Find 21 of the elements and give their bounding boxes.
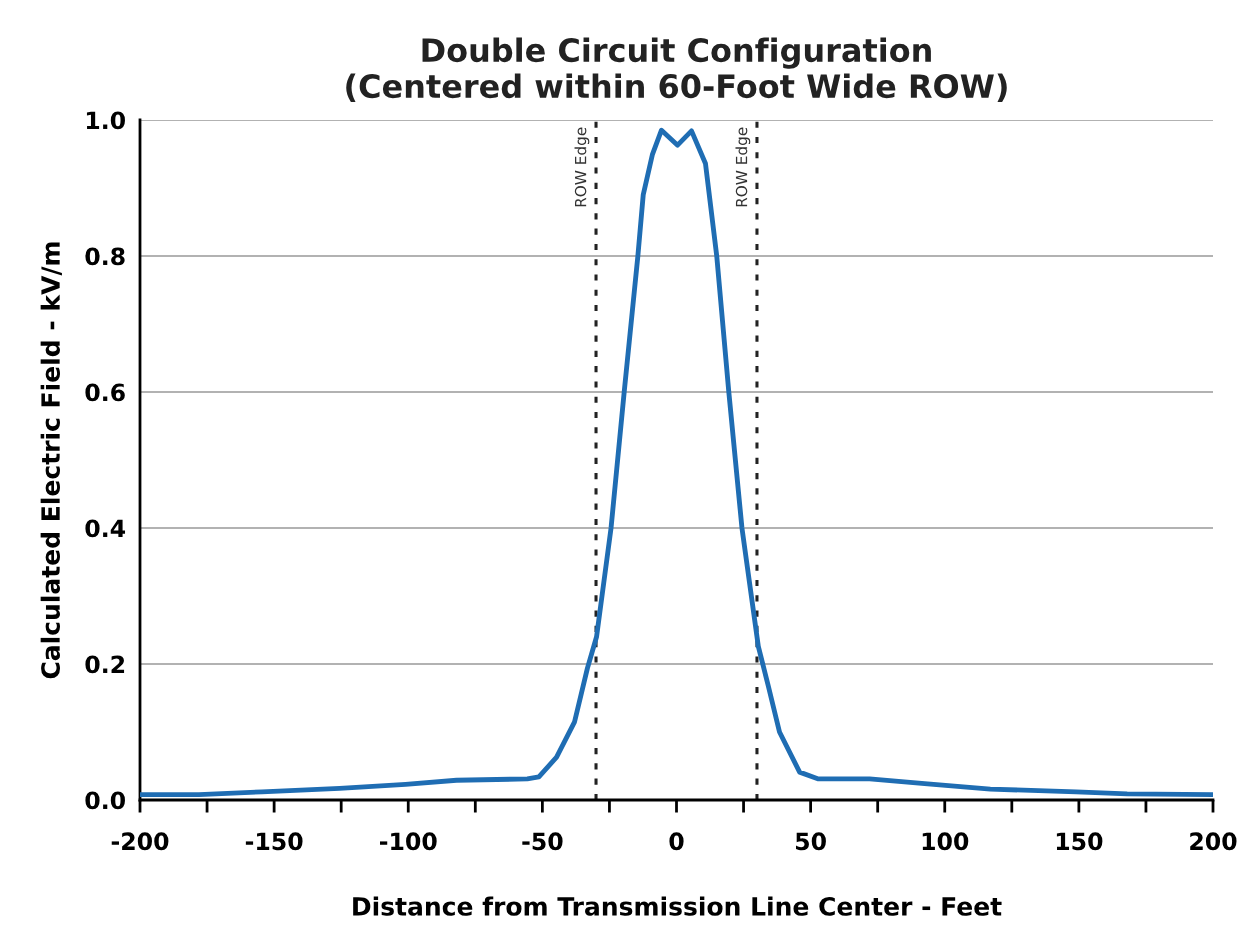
ref-line-label: ROW Edge <box>574 127 590 207</box>
x-tick-label: 100 <box>922 832 969 851</box>
x-tick-label: -200 <box>111 832 169 851</box>
ref-line-label: ROW Edge <box>735 127 751 207</box>
y-tick-label: 1.0 <box>86 111 125 130</box>
y-tick-label: 0.8 <box>85 247 125 266</box>
x-tick-label: 150 <box>1056 832 1103 851</box>
y-axis-title: Calculated Electric Field - kV/m <box>40 242 62 679</box>
chart-title: Double Circuit Configuration (Centered within 60-Foot Wide ROW) <box>346 37 1007 102</box>
y-tick-label: 0.4 <box>85 519 126 538</box>
x-tick-label: 0 <box>669 832 684 851</box>
line-series <box>140 127 1213 797</box>
y-tick-label: 0.2 <box>85 655 125 674</box>
y-tick-label: 0.6 <box>85 383 125 402</box>
x-axis-title: Distance from Transmission Line Center - Feet <box>353 896 1002 916</box>
x-tick-label: -50 <box>522 832 563 851</box>
x-tick-label: -150 <box>245 832 303 851</box>
x-tick-label: 50 <box>796 832 826 851</box>
x-tick-label: 200 <box>1190 832 1237 851</box>
x-tick-label: -100 <box>379 832 437 851</box>
y-tick-label: 0.0 <box>85 791 125 810</box>
